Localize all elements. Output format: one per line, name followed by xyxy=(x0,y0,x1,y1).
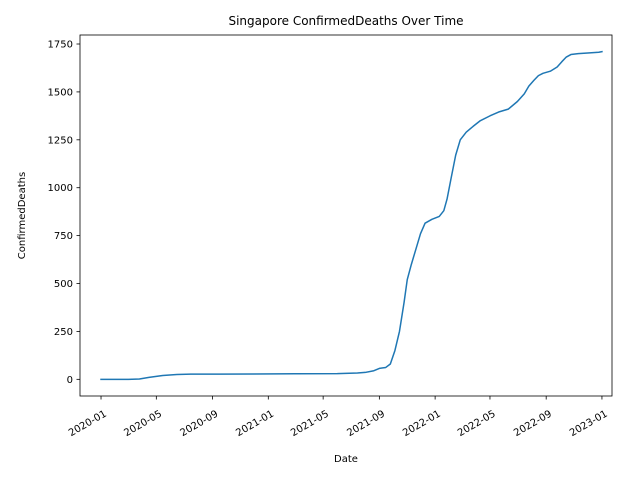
axes-frame xyxy=(79,34,613,397)
y-axis: 0 250 500 750 1000 1250 1500 1750 xyxy=(48,40,80,386)
y-tick-label: 1000 xyxy=(48,183,73,194)
y-tick-label: 750 xyxy=(54,231,73,242)
y-tick-label: 500 xyxy=(54,279,73,290)
y-tick-label: 0 xyxy=(67,375,73,386)
y-tick-label: 1750 xyxy=(48,40,73,51)
axes-background xyxy=(80,35,612,396)
x-axis-title: Date xyxy=(334,454,358,465)
y-tick-label: 1500 xyxy=(48,87,73,98)
y-axis-title: ConfirmedDeaths xyxy=(17,172,28,259)
y-tick-label: 250 xyxy=(54,327,73,338)
chart-title: Singapore ConfirmedDeaths Over Time xyxy=(228,14,463,28)
plot-area xyxy=(79,34,613,397)
y-tick-label: 1250 xyxy=(48,135,73,146)
series-line-confirmed-deaths xyxy=(100,50,603,381)
